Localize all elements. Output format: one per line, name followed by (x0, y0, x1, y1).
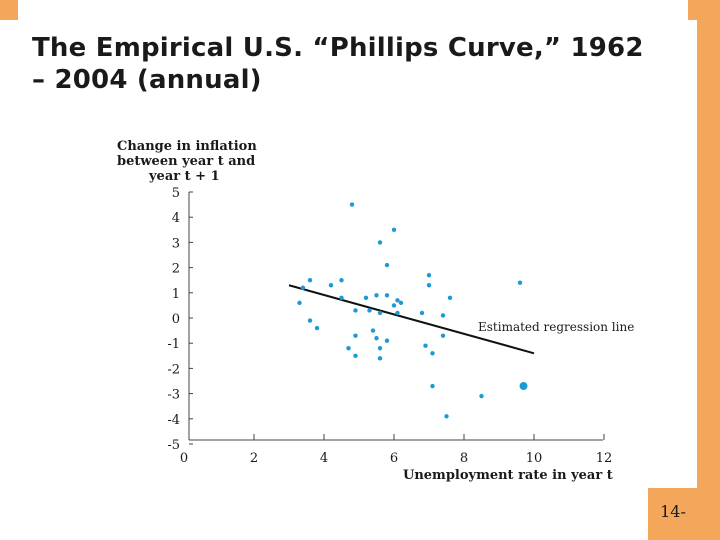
x-ticks: 0 2 4 6 8 10 12 (180, 434, 612, 466)
data-point-highlight (519, 382, 528, 391)
data-point (384, 338, 390, 343)
data-point (419, 310, 425, 316)
regression-line (288, 284, 535, 355)
data-point (423, 343, 428, 348)
y-tick-label: -3 (167, 388, 180, 403)
data-point (426, 272, 432, 278)
data-point (367, 308, 372, 313)
data-point (300, 285, 306, 290)
data-point (349, 202, 355, 207)
x-tick-label: 10 (526, 451, 543, 466)
data-point (430, 383, 435, 389)
data-point (363, 295, 369, 301)
data-point (447, 295, 453, 301)
x-tick-label: 8 (460, 451, 468, 466)
data-point (339, 278, 344, 283)
x-tick-label: 2 (250, 451, 258, 466)
data-point (426, 283, 432, 288)
slide-title-line2: – 2004 (annual) (32, 65, 262, 95)
data-point (370, 328, 376, 333)
regression-line-group (288, 284, 535, 355)
data-point (314, 325, 320, 331)
data-point (328, 283, 334, 288)
y-tick-label: -1 (167, 337, 180, 352)
data-point (374, 335, 379, 341)
slide-frame-right (697, 0, 720, 540)
x-tick-label: 0 (180, 451, 188, 466)
data-point (377, 310, 383, 316)
y-tick-label: 4 (172, 211, 180, 226)
data-point (444, 414, 449, 419)
data-points (297, 202, 528, 419)
slide-frame-top-left (0, 0, 18, 20)
data-point (430, 351, 435, 356)
x-tick-label: 12 (596, 451, 613, 466)
y-axis-label-line-2: between year t and (117, 154, 255, 169)
data-point (395, 310, 400, 316)
slide-title: The Empirical U.S. “Phillips Curve,” 196… (32, 32, 682, 96)
y-tick-label: -2 (167, 362, 180, 377)
data-point (377, 346, 383, 351)
data-point (377, 356, 383, 361)
data-point (307, 318, 313, 323)
data-point (353, 333, 358, 338)
x-tick-label: 6 (390, 451, 398, 466)
y-tick-label: -4 (167, 413, 180, 428)
data-point (346, 346, 351, 351)
data-point (395, 298, 400, 303)
y-axis-label: Change in inflation between year t and y… (117, 139, 257, 184)
x-tick-label: 4 (320, 451, 328, 466)
y-tick-label: 3 (172, 236, 180, 251)
x-axis-label: Unemployment rate in year t (403, 468, 613, 483)
data-point (353, 308, 358, 313)
data-point (384, 262, 390, 268)
y-axis-label-line-1: Change in inflation (117, 139, 257, 154)
y-ticks: 5 4 3 2 1 0 -1 -2 -3 -4 -5 (167, 186, 193, 453)
page-number-box: 14- (648, 488, 698, 540)
data-point (398, 300, 404, 306)
data-point (297, 300, 302, 306)
regression-annotation: Estimated regression line (478, 320, 634, 334)
y-tick-label: 5 (172, 186, 180, 201)
data-point (353, 353, 358, 358)
data-point (377, 240, 383, 245)
data-point (307, 278, 313, 283)
y-axis-label-line-3: year t + 1 (148, 169, 220, 184)
slide-frame-top-right (688, 0, 720, 20)
data-point (339, 295, 344, 301)
data-point (517, 280, 523, 285)
data-point (440, 313, 446, 318)
data-point (391, 303, 397, 308)
data-point (479, 393, 484, 399)
data-point (384, 293, 390, 298)
data-point (440, 333, 446, 338)
y-tick-label: 0 (172, 312, 180, 327)
y-tick-label: 2 (172, 262, 180, 277)
y-tick-label: 1 (172, 287, 180, 302)
slide-title-line1: The Empirical U.S. “Phillips Curve,” 196… (32, 33, 644, 63)
data-point (391, 227, 397, 232)
page-number: 14- (660, 502, 686, 521)
data-point (374, 293, 379, 298)
y-tick-label: -5 (167, 438, 180, 453)
